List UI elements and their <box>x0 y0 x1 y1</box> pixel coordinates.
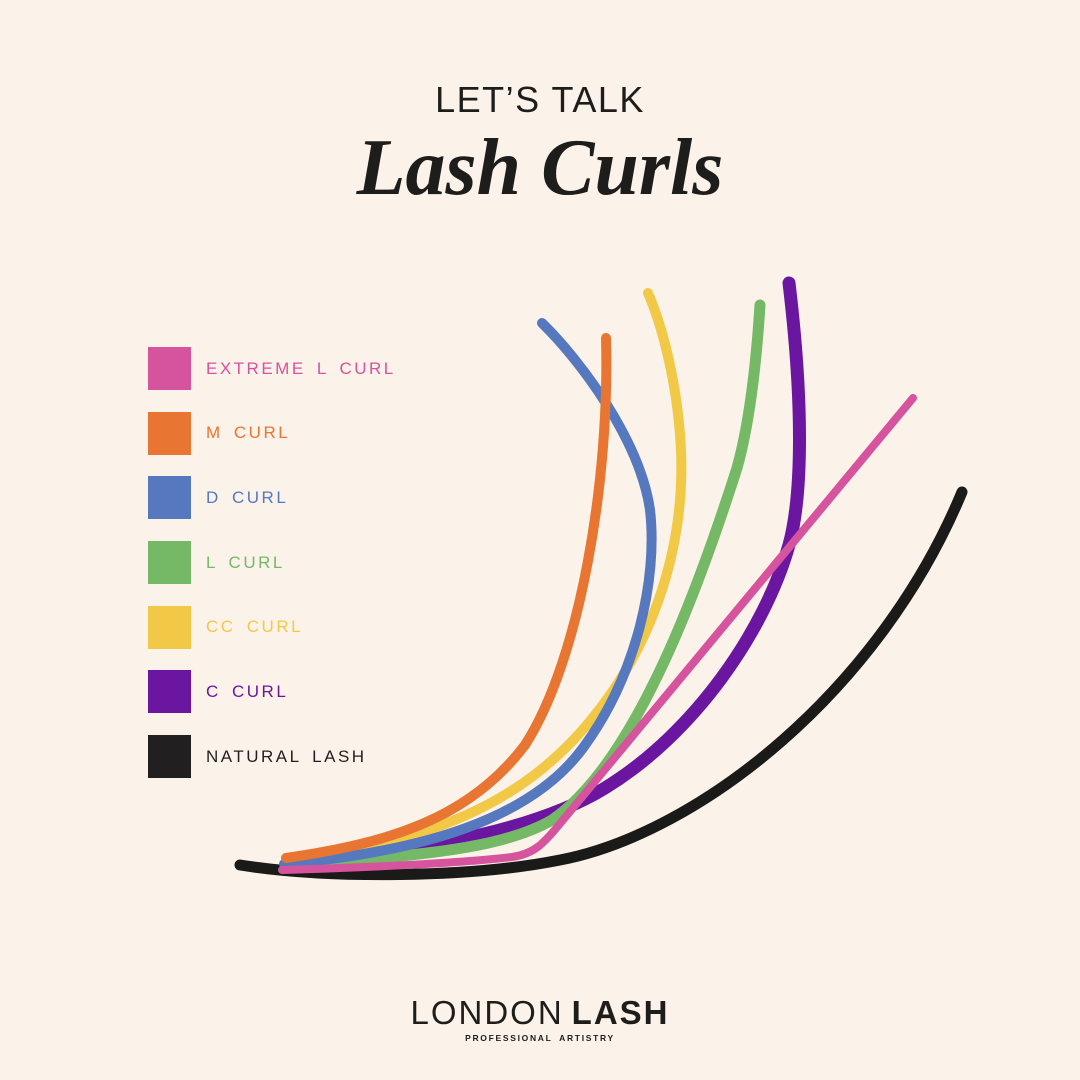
brand-footer: LONDON LASH PROFESSIONAL ARTISTRY <box>0 996 1080 1043</box>
legend-swatch-d-curl <box>148 476 191 520</box>
legend-swatch-natural-lash <box>148 735 191 779</box>
legend-item-c-curl: C CURL <box>148 670 396 714</box>
legend-item-l-curl: L CURL <box>148 541 396 585</box>
legend-label-m-curl: M CURL <box>206 423 291 443</box>
legend-label-cc-curl: CC CURL <box>206 617 304 637</box>
legend-label-l-curl: L CURL <box>206 552 285 572</box>
brand-lash: LASH <box>571 994 670 1031</box>
legend-label-natural-lash: NATURAL LASH <box>206 746 367 766</box>
legend-label-c-curl: C CURL <box>206 681 289 701</box>
page-title: Lash Curls <box>356 124 724 212</box>
legend-label-d-curl: D CURL <box>206 487 289 507</box>
legend-item-natural-lash: NATURAL LASH <box>148 735 396 779</box>
legend-swatch-c-curl <box>148 670 191 714</box>
brand-london: LONDON <box>410 994 564 1031</box>
legend-label-extreme-l-curl: EXTREME L CURL <box>206 358 396 378</box>
brand-tagline: PROFESSIONAL ARTISTRY <box>465 1033 615 1043</box>
legend-item-extreme-l-curl: EXTREME L CURL <box>148 347 396 390</box>
legend-swatch-cc-curl <box>148 605 191 649</box>
curl-legend: EXTREME L CURL M CURL D CURL L CURL CC CURL C… <box>148 347 396 779</box>
title-block: LET’S TALK Lash Curls <box>0 79 1080 212</box>
legend-swatch-m-curl <box>148 411 191 455</box>
brand-logo: LONDON LASH <box>0 996 1080 1029</box>
legend-item-d-curl: D CURL <box>148 476 396 520</box>
kicker-text: LET’S TALK <box>435 79 645 120</box>
legend-item-m-curl: M CURL <box>148 411 396 455</box>
legend-swatch-l-curl <box>148 541 191 585</box>
legend-swatch-extreme-l-curl <box>148 347 191 390</box>
legend-item-cc-curl: CC CURL <box>148 605 396 649</box>
